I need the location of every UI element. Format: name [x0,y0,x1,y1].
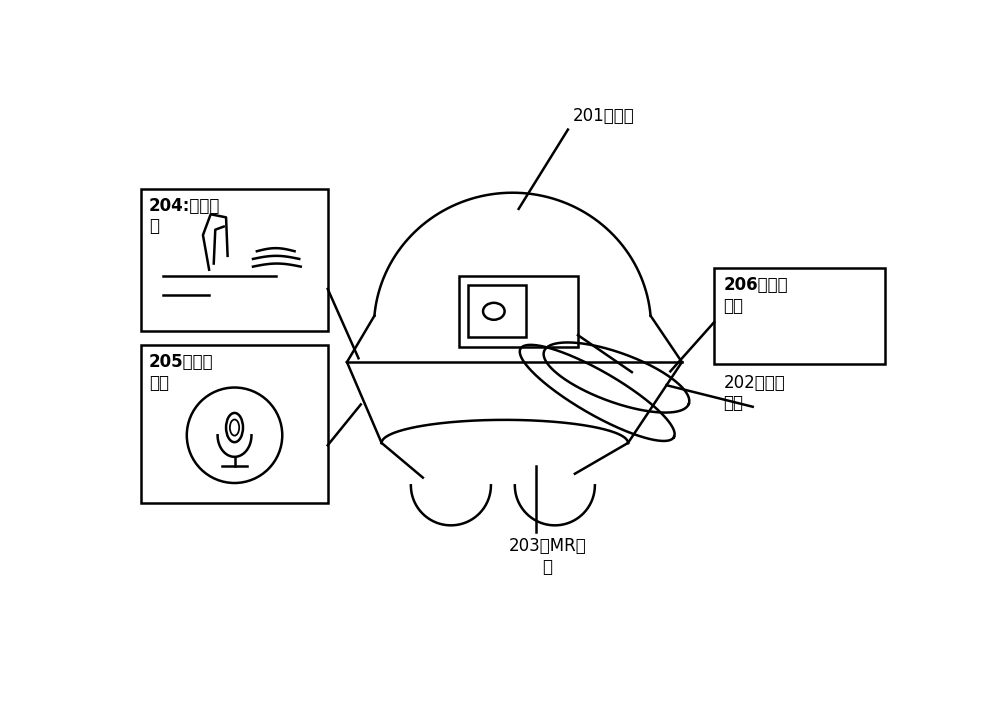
Text: 204:手势识
别: 204:手势识 别 [149,196,220,236]
Text: 203：MR眼
镜: 203：MR眼 镜 [508,537,586,575]
Text: 201：头盔: 201：头盔 [573,107,634,125]
Ellipse shape [226,413,243,442]
Ellipse shape [230,420,239,436]
Bar [141,189,328,331]
Text: 205：语音
识别: 205：语音 识别 [149,353,214,392]
Bar [714,268,885,364]
Bar [468,285,526,338]
Text: 202：红外
设备: 202：红外 设备 [723,373,785,413]
Bar [459,276,578,347]
Ellipse shape [483,303,505,320]
Text: 206：图像
识别: 206：图像 识别 [723,276,788,315]
Bar [141,345,328,503]
Circle shape [187,388,282,483]
